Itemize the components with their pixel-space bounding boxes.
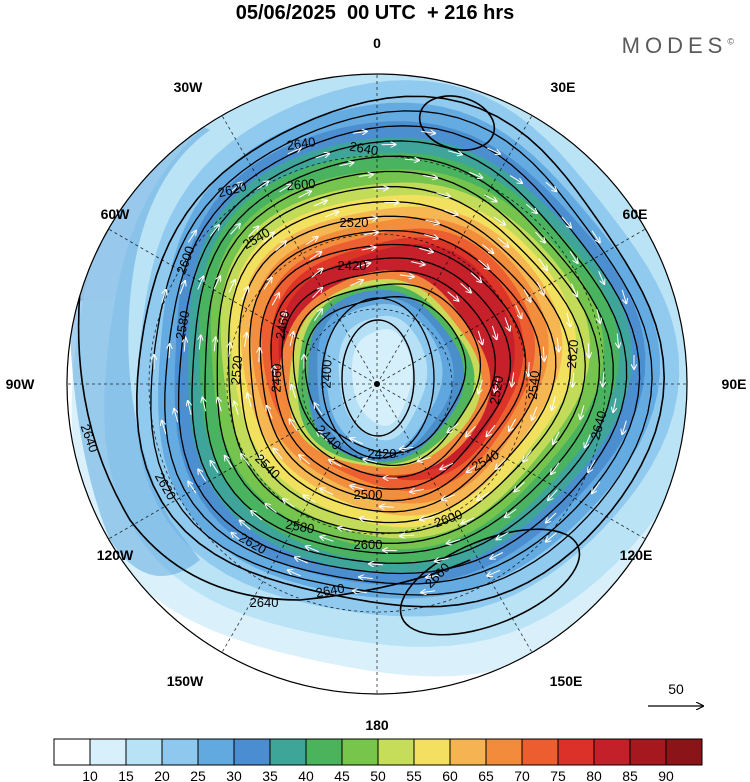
colorbar-tick-label: 80 (586, 768, 602, 782)
colorbar-swatch (305, 738, 343, 766)
colorbar: 10 15 20 25 30 35 40 45 50 55 60 65 70 75 80 85 90 (53, 738, 703, 782)
wind-vectors (154, 131, 634, 592)
contour-label: 2580 (284, 517, 315, 537)
longitude-label: 90W (6, 376, 36, 392)
longitude-label: 180 (365, 717, 389, 733)
vector-reference-label: 50 (668, 681, 684, 697)
longitude-label: 30E (551, 79, 576, 95)
colorbar-tick-label: 75 (550, 768, 566, 782)
longitude-label: 150E (550, 673, 583, 689)
height-contours (77, 95, 666, 636)
brand-text: MODES (621, 33, 728, 58)
colorbar-tick-label: 70 (514, 768, 530, 782)
longitude-label: 120E (620, 547, 653, 563)
colorbar-swatch (53, 738, 91, 766)
colorbar-swatch (269, 738, 307, 766)
longitude-label: 90E (722, 376, 747, 392)
contour-label: 2580 (173, 310, 193, 341)
colorbar-tick-label: 85 (622, 768, 638, 782)
contour-label: 2420 (338, 258, 367, 273)
contour-label: 2640 (348, 139, 379, 159)
colorbar-tick-label: 40 (298, 768, 314, 782)
brand-mark: © (727, 36, 734, 47)
brand-logo: MODES© (622, 33, 734, 59)
longitude-label: 60W (101, 206, 131, 222)
colorbar-swatch (125, 738, 163, 766)
longitude-labels: 0 30E 60E 90E 120E 150E 180 150W 120W 90W 60W 30W (6, 35, 747, 733)
contour-label: 2600 (286, 176, 316, 193)
colorbar-swatch (413, 738, 451, 766)
colorbar-swatch (233, 738, 271, 766)
colorbar-swatch (341, 738, 379, 766)
colorbar-swatch (89, 738, 127, 766)
contour-label: 2500 (354, 487, 383, 502)
colorbar-swatch (557, 738, 595, 766)
contour-label: 2460 (268, 363, 284, 392)
colorbar-tick-label: 25 (190, 768, 206, 782)
contour-label: 2620 (564, 339, 581, 369)
contour-label: 2540 (525, 370, 542, 400)
colorbar-tick-label: 50 (370, 768, 386, 782)
colorbar-tick-label: 65 (478, 768, 494, 782)
colorbar-swatch (449, 738, 487, 766)
longitude-label: 30W (174, 79, 204, 95)
pole-marker (374, 381, 380, 387)
colorbar-swatch (197, 738, 235, 766)
contour-label: 2460 (273, 310, 293, 341)
contour-label: 2640 (315, 581, 346, 601)
longitude-label: 120W (97, 547, 134, 563)
colorbar-tick-label: 90 (658, 768, 674, 782)
colorbar-swatch (593, 738, 631, 766)
contour-label: 2420 (368, 446, 397, 461)
colorbar-tick-label: 10 (82, 768, 98, 782)
map-border (66, 73, 688, 695)
contour-label: 2640 (587, 409, 609, 441)
contour-label: 2640 (250, 595, 279, 610)
colorbar-tick-label: 60 (442, 768, 458, 782)
colorbar-swatch (377, 738, 415, 766)
colorbar-tick-label: 30 (226, 768, 242, 782)
contour-label: 2620 (216, 179, 248, 201)
colorbar-tick-label: 15 (118, 768, 134, 782)
contour-label: 2640 (286, 134, 317, 153)
colorbar-tick-label: 35 (262, 768, 278, 782)
colorbar-swatch (629, 738, 667, 766)
colorbar-swatch (161, 738, 199, 766)
colorbar-tick-label: 20 (154, 768, 170, 782)
map-disc: 2640 2640 2620 2600 2520 2420 2540 2600 2580 2460… (67, 74, 687, 694)
contour-label: 2520 (228, 355, 245, 385)
longitude-label: 0 (373, 35, 381, 51)
contour-label: 2600 (354, 537, 383, 552)
colorbar-tick-label: 45 (334, 768, 350, 782)
contour-label: 2400 (318, 359, 334, 388)
graticule (67, 74, 687, 694)
vector-reference: 50 (648, 681, 703, 706)
map-title: 05/06/2025 00 UTC + 216 hrs (235, 2, 515, 24)
longitude-label: 150W (167, 673, 204, 689)
contour-label: 2520 (487, 375, 507, 406)
contour-label: 2520 (340, 215, 369, 230)
colorbar-swatch (485, 738, 523, 766)
colorbar-tick-label: 55 (406, 768, 422, 782)
longitude-label: 60E (623, 206, 648, 222)
colorbar-swatch (521, 738, 559, 766)
colorbar-swatch (665, 738, 703, 766)
